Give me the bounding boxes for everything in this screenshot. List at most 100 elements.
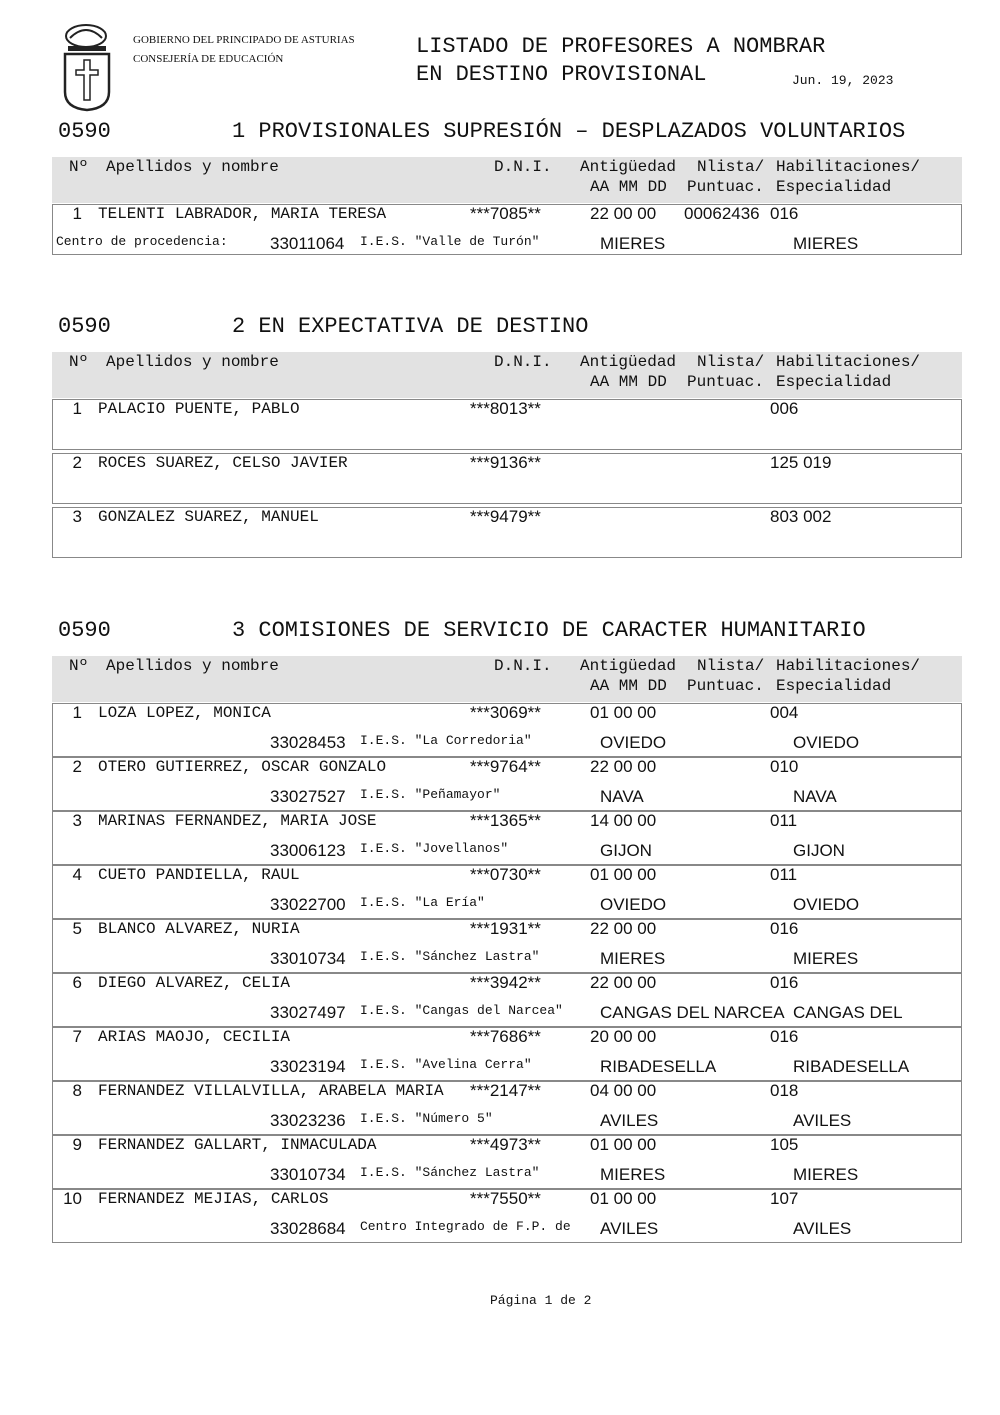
section-code: 0590	[58, 618, 111, 643]
col-label: Antigüedad	[580, 353, 677, 371]
teacher-name: ARIAS MAOJO, CECILIA	[98, 1028, 291, 1046]
locality: RIBADESELLA	[600, 1057, 717, 1076]
row-number: 2	[72, 757, 82, 776]
locality: NAVA	[600, 787, 644, 806]
row-box	[52, 1189, 962, 1243]
specialty: 105	[770, 1135, 799, 1154]
col-label: AA MM DD	[590, 373, 667, 391]
specialty: 006	[770, 399, 799, 418]
origin-label: Centro de procedencia:	[56, 234, 228, 249]
center-code: 33010734	[270, 949, 346, 968]
col-label: Especialidad	[776, 677, 892, 695]
dni: ***1365**	[470, 811, 541, 830]
row-number: 10	[63, 1189, 82, 1208]
locality: AVILES	[793, 1111, 852, 1130]
col-label: AA MM DD	[590, 677, 667, 695]
dni: ***2147**	[470, 1081, 541, 1100]
specialty: 011	[770, 811, 798, 830]
col-label: Nº	[69, 158, 89, 176]
column-header	[52, 656, 962, 702]
col-label: AA MM DD	[590, 178, 667, 196]
center-name: I.E.S. "La Corredoria"	[360, 733, 532, 748]
row-box	[52, 973, 962, 1027]
row-number: 8	[72, 1081, 82, 1100]
teacher-name: MARINAS FERNANDEZ, MARIA JOSE	[98, 812, 377, 830]
center-code: 33010734	[270, 1165, 346, 1184]
logo	[63, 24, 111, 112]
row-box	[52, 865, 962, 919]
dni: ***7550**	[470, 1189, 541, 1208]
dni: ***7686**	[470, 1027, 541, 1046]
seniority: 01 00 00	[590, 865, 657, 884]
teacher-name: PALACIO PUENTE, PABLO	[98, 400, 300, 418]
seniority: 04 00 00	[590, 1081, 657, 1100]
col-label: Nlista/	[697, 158, 765, 176]
col-label: Habilitaciones/	[776, 657, 921, 675]
center-code: 33022700	[270, 895, 346, 914]
dni: ***7085**	[470, 204, 541, 223]
center-code: 33027497	[270, 1003, 346, 1022]
teacher-name: TELENTI LABRADOR, MARIA TERESA	[98, 205, 387, 223]
center-code: 33023236	[270, 1111, 346, 1130]
locality: MIERES	[793, 949, 859, 968]
col-label: D.N.I.	[494, 353, 552, 371]
col-label: D.N.I.	[494, 657, 552, 675]
column-header	[52, 157, 962, 203]
specialty: 004	[770, 703, 799, 722]
center-code: 33028684	[270, 1219, 346, 1238]
row-box	[52, 1081, 962, 1135]
locality: OVIEDO	[600, 733, 667, 752]
center-name: I.E.S. "Sánchez Lastra"	[360, 949, 540, 964]
center-name: I.E.S. "Avelina Cerra"	[360, 1057, 532, 1072]
section-title: 3 COMISIONES DE SERVICIO DE CARACTER HUM…	[232, 618, 866, 643]
seniority: 22 00 00	[590, 204, 657, 223]
seniority: 20 00 00	[590, 1027, 657, 1046]
center-code: 33028453	[270, 733, 346, 752]
specialty: 016	[770, 204, 799, 223]
column-header	[52, 352, 962, 398]
doc-title: LISTADO DE PROFESORES A NOMBRAR	[416, 34, 826, 59]
teacher-name: GONZALEZ SUAREZ, MANUEL	[98, 508, 319, 526]
page-number: Página 1 de 2	[490, 1293, 592, 1308]
col-label: Puntuac.	[687, 373, 764, 391]
specialty: 016	[770, 919, 799, 938]
specialty: 016	[770, 1027, 799, 1046]
locality: RIBADESELLA	[793, 1057, 910, 1076]
dni: ***4973**	[470, 1135, 541, 1154]
row-box	[52, 757, 962, 811]
row-number: 3	[72, 507, 82, 526]
dni: ***3069**	[470, 703, 541, 722]
col-label: Nº	[69, 657, 89, 675]
col-label: Antigüedad	[580, 657, 677, 675]
specialty: 016	[770, 973, 799, 992]
col-label: Especialidad	[776, 178, 892, 196]
col-label: Apellidos y nombre	[106, 657, 279, 675]
locality: OVIEDO	[793, 733, 860, 752]
center-name: I.E.S. "Valle de Turón"	[360, 234, 540, 249]
specialty: 011	[770, 865, 798, 884]
org-line: CONSEJERÍA DE EDUCACIÓN	[133, 53, 284, 65]
row-number: 5	[72, 919, 82, 938]
locality: CANGAS DEL NARCEA	[600, 1003, 785, 1022]
center-code: 33006123	[270, 841, 346, 860]
row-box	[52, 399, 962, 450]
row-box	[52, 1027, 962, 1081]
seniority: 22 00 00	[590, 973, 657, 992]
col-label: D.N.I.	[494, 158, 552, 176]
locality: GIJON	[793, 841, 845, 860]
specialty: 107	[770, 1189, 799, 1208]
locality: MIERES	[600, 949, 666, 968]
locality: AVILES	[600, 1111, 659, 1130]
row-number: 1	[72, 703, 82, 722]
teacher-name: LOZA LOPEZ, MONICA	[98, 704, 271, 722]
row-box	[52, 204, 962, 255]
dni: ***8013**	[470, 399, 541, 418]
row-box	[52, 507, 962, 558]
specialty: 010	[770, 757, 799, 776]
section-title: 2 EN EXPECTATIVA DE DESTINO	[232, 314, 589, 339]
center-name: I.E.S. "Sánchez Lastra"	[360, 1165, 540, 1180]
row-number: 1	[72, 399, 82, 418]
locality: AVILES	[600, 1219, 659, 1238]
seniority: 22 00 00	[590, 757, 657, 776]
teacher-name: DIEGO ALVAREZ, CELIA	[98, 974, 291, 992]
